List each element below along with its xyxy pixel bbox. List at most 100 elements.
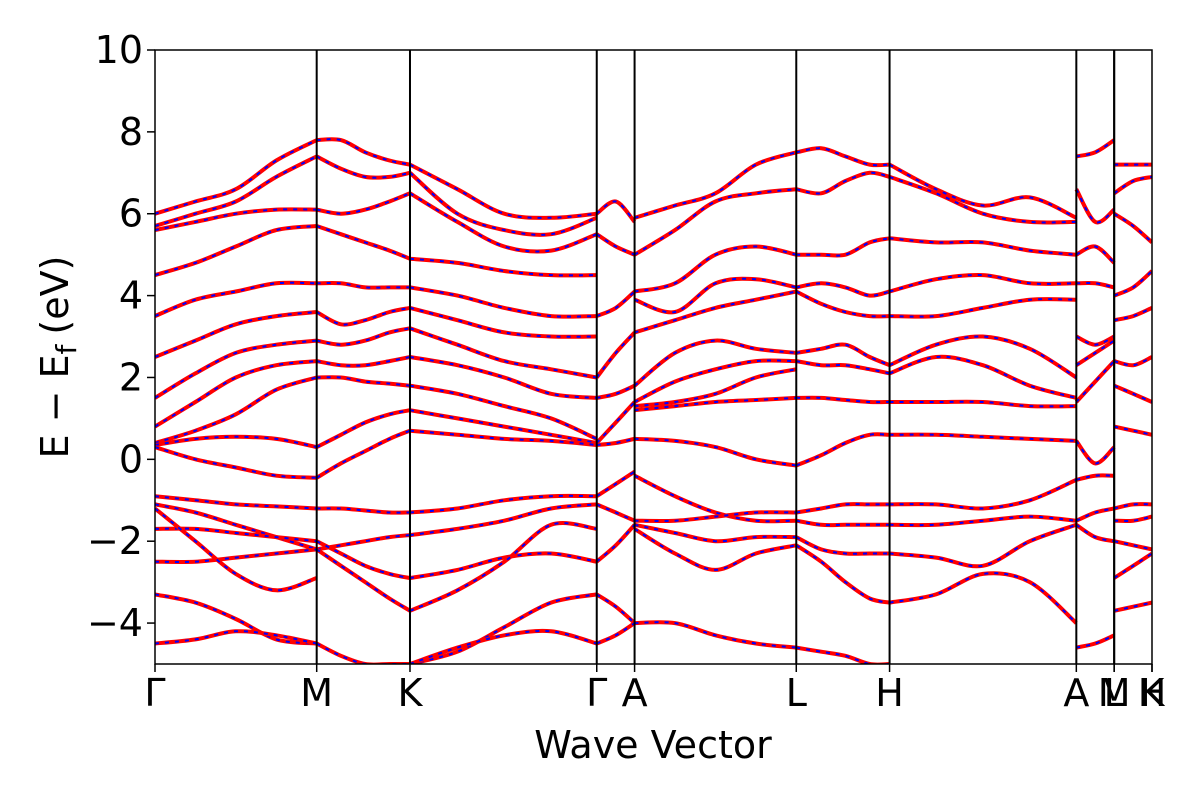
band-line-overlay: [409, 409, 597, 444]
band-line: [634, 289, 797, 335]
band-line: [1113, 502, 1152, 511]
band-line-overlay: [634, 523, 797, 543]
band-line-overlay: [634, 396, 797, 412]
band-line-overlay: [796, 237, 890, 257]
band-line-overlay: [889, 163, 1077, 219]
x-axis-ticks: Γ M K Γ A L H A LM HK: [144, 664, 1166, 715]
kpoint-label: L: [786, 671, 807, 715]
band-line-overlay: [889, 298, 1077, 318]
band-line-overlay: [795, 536, 890, 555]
kpoint-label: M: [1098, 671, 1131, 715]
band-line: [634, 150, 797, 220]
band-line: [795, 342, 891, 368]
band-line-overlay: [316, 138, 411, 166]
band-line-overlay: [889, 400, 1077, 408]
band-line-overlay: [155, 593, 317, 645]
band-line-overlay: [316, 327, 411, 346]
kpoint-label: Γ: [586, 671, 607, 715]
band-lines: [155, 137, 1152, 664]
band-line: [1075, 138, 1116, 159]
band-line-overlay: [409, 327, 597, 379]
band-line-overlay: [409, 494, 597, 514]
band-line: [633, 338, 797, 388]
band-line-overlay: [634, 437, 797, 467]
y-tick-label: −4: [87, 601, 143, 645]
band-line: [315, 539, 411, 580]
band-line-overlay: [596, 290, 636, 318]
y-axis-ticks: −4 −2 0 2 4 6 8 10: [87, 28, 155, 645]
band-line: [155, 138, 318, 216]
band-line-overlay: [155, 360, 317, 428]
band-line-overlay: [596, 622, 636, 645]
band-line-overlay: [634, 188, 797, 256]
y-tick-label: 10: [95, 28, 143, 72]
kpoint-label: H: [1138, 671, 1167, 715]
band-line-overlay: [316, 225, 411, 260]
band-line: [1113, 306, 1152, 323]
band-line: [315, 547, 412, 613]
kpoint-label: A: [1063, 671, 1089, 715]
band-line-overlay: [1075, 507, 1115, 522]
band-line-overlay: [596, 200, 636, 223]
band-line: [315, 641, 410, 664]
kpoint-label: A: [622, 671, 648, 715]
band-line-overlay: [409, 552, 597, 579]
band-line-overlay: [409, 286, 597, 318]
band-line-overlay: [595, 331, 636, 379]
band-line-overlay: [316, 281, 410, 289]
band-line: [316, 506, 411, 515]
band-line-overlay: [634, 359, 797, 403]
band-line-overlay: [1075, 339, 1115, 367]
band-line-overlay: [634, 277, 797, 314]
band-line-overlay: [795, 290, 890, 318]
band-line-overlay: [889, 515, 1077, 527]
band-line-overlay: [596, 503, 635, 522]
band-line-overlay: [889, 175, 1077, 224]
band-line-overlay: [316, 356, 411, 367]
band-line-overlay: [634, 368, 797, 408]
band-line-overlay: [155, 446, 317, 479]
band-line-overlay: [155, 311, 317, 358]
band-line: [155, 375, 318, 445]
band-line-overlay: [155, 507, 318, 592]
band-line-overlay: [155, 435, 317, 449]
y-tick-label: −2: [87, 519, 143, 563]
kpoint-label: H: [875, 671, 904, 715]
band-line-overlay: [795, 544, 890, 604]
y-tick-label: 2: [119, 355, 143, 399]
y-axis-label: E − Ef (eV): [33, 256, 83, 459]
y-tick-label: 4: [119, 274, 143, 318]
band-line-overlay: [409, 384, 598, 440]
band-line-overlay: [155, 495, 317, 510]
kpoint-label: M: [300, 671, 333, 715]
band-line: [1113, 424, 1152, 437]
band-line-overlay: [634, 621, 797, 649]
band-line: [315, 408, 411, 449]
x-axis-label: Wave Vector: [534, 723, 772, 767]
band-line-overlay: [1113, 384, 1152, 403]
band-line-overlay: [634, 474, 797, 523]
band-line: [155, 154, 318, 228]
band-line-overlay: [889, 572, 1077, 624]
band-line-overlay: [596, 470, 636, 498]
band-line: [1113, 539, 1152, 552]
band-line-overlay: [889, 355, 1077, 399]
band-line-overlay: [409, 306, 597, 338]
band-line-overlay: [409, 503, 597, 537]
band-line: [409, 162, 597, 220]
kpoint-label: K: [1140, 671, 1166, 715]
y-axis-label-subscript: f: [50, 343, 83, 354]
band-line-overlay: [1113, 212, 1152, 244]
band-line-overlay: [155, 548, 317, 563]
band-line: [1075, 633, 1116, 650]
band-line: [155, 280, 317, 318]
band-line: [596, 383, 636, 400]
band-line-overlay: [796, 360, 890, 375]
band-line-overlay: [409, 356, 597, 399]
band-line-overlay: [889, 237, 1077, 256]
band-line-overlay: [634, 528, 797, 571]
band-line-overlay: [1075, 523, 1115, 543]
band-line-overlay: [155, 208, 317, 232]
band-line-overlay: [596, 593, 636, 624]
band-line-overlay: [1075, 335, 1115, 346]
